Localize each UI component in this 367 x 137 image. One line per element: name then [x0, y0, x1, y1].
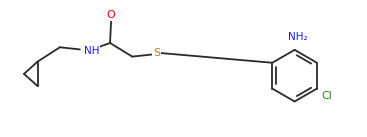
Text: S: S	[153, 48, 160, 58]
Text: NH: NH	[84, 46, 100, 56]
Text: Cl: Cl	[321, 92, 333, 102]
Text: NH₂: NH₂	[288, 32, 307, 42]
Text: O: O	[107, 10, 116, 20]
